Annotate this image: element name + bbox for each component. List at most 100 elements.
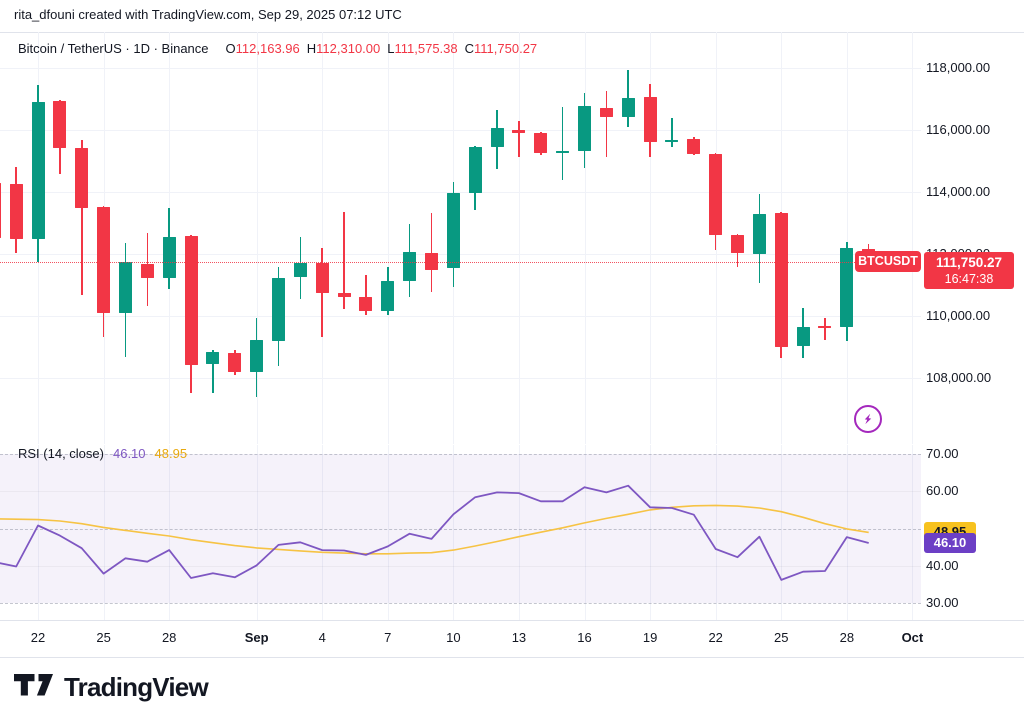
rsi-level-line: [0, 528, 921, 530]
gridline-vertical: [322, 32, 324, 444]
candle-body: [752, 214, 766, 255]
attribution-text: rita_dfouni created with TradingView.com…: [14, 7, 402, 22]
gridline-vertical: [584, 32, 586, 444]
candle-body: [621, 98, 635, 117]
time-scale[interactable]: 22 25 28 Sep 4 7 10 13 16 19 22 25 28 Oct: [0, 620, 1024, 657]
gridline-vertical: [650, 32, 652, 444]
bar-close-countdown: 16:47:38: [944, 272, 994, 286]
candle-body: [162, 236, 176, 278]
gridline-vertical: [453, 445, 455, 620]
candle-wick: [365, 275, 367, 316]
gridline-vertical: [256, 32, 258, 444]
tradingview-logo[interactable]: TradingView: [14, 667, 209, 707]
symbol-tag-text: BTCUSDT: [858, 254, 918, 268]
candle-body: [228, 352, 242, 372]
candle-wick: [561, 107, 564, 180]
candle-body: [578, 106, 592, 152]
candle-wick: [518, 121, 520, 157]
candle-body: [206, 351, 220, 365]
candle-wick: [605, 90, 608, 157]
candle-body: [534, 133, 548, 153]
low-value: 111,575.38: [394, 41, 458, 56]
candle-body: [446, 192, 460, 269]
candle-body: [293, 263, 307, 277]
symbol-legend[interactable]: Bitcoin / TetherUS · 1D · Binance O112,16…: [18, 41, 537, 56]
candle-body: [140, 263, 154, 278]
symbol-title[interactable]: Bitcoin / TetherUS · 1D · Binance: [18, 41, 209, 56]
time-axis-label: 16: [577, 630, 592, 645]
candle-body: [403, 251, 417, 281]
candle-body: [53, 101, 67, 148]
rsi-plot: [0, 484, 869, 581]
boost-button[interactable]: [854, 405, 882, 433]
open-value: 112,163.96: [235, 41, 300, 56]
candle-body: [599, 107, 613, 117]
candle-body: [359, 296, 373, 311]
gridline-horizontal: [0, 565, 921, 567]
gridline-vertical: [846, 445, 848, 620]
rsi-axis-label: 70.00: [926, 446, 959, 461]
rsi-level-line: [0, 603, 921, 604]
low-label: L: [387, 41, 395, 56]
candle-body: [774, 213, 788, 348]
candle-body: [31, 102, 45, 240]
rsi-axis-label: 60.00: [926, 483, 959, 499]
lightning-icon: [860, 411, 876, 427]
gridline-horizontal: [0, 192, 921, 193]
gridline-vertical: [38, 445, 40, 620]
candle-body: [665, 139, 679, 143]
time-axis-label: Oct: [901, 630, 924, 645]
time-axis-label: 28: [839, 630, 855, 645]
candle-body: [425, 252, 438, 271]
time-axis-label: 19: [642, 630, 658, 645]
candle-body: [818, 325, 832, 328]
time-axis-label: 22: [708, 630, 723, 645]
time-axis-label: 28: [161, 630, 177, 645]
candle-body: [381, 280, 395, 312]
rsi-value: 46.10: [112, 446, 146, 461]
rsi-indicator-pane[interactable]: [0, 445, 921, 620]
current-price-symbol-tag: BTCUSDT: [855, 251, 921, 272]
rsi-title[interactable]: RSI (14, close): [18, 446, 104, 461]
candle-body: [337, 293, 351, 297]
gridline-vertical: [650, 445, 652, 620]
price-axis-label: 114,000.00: [926, 184, 991, 199]
time-axis-label: 25: [96, 630, 111, 645]
candle-wick: [343, 211, 345, 310]
time-axis-label: 4: [318, 630, 326, 645]
gridline-vertical: [387, 32, 389, 444]
gridline-vertical: [518, 445, 520, 620]
gridline-horizontal: [0, 316, 921, 317]
current-price-label: 111,750.27 16:47:38: [924, 252, 1014, 289]
close-value: 111,750.27: [474, 41, 538, 56]
rsi-axis-label: 40.00: [926, 557, 959, 573]
price-axis-label: 108,000.00: [926, 370, 992, 385]
time-axis-label: 13: [511, 630, 527, 645]
rsi-legend[interactable]: RSI (14, close) 46.10 48.95: [18, 446, 187, 461]
gridline-horizontal: [0, 254, 921, 255]
candle-body: [643, 97, 657, 143]
candle-body: [315, 262, 329, 294]
tradingview-logo-text: TradingView: [64, 671, 209, 702]
price-chart-pane[interactable]: [0, 32, 921, 444]
time-axis-label: Sep: [244, 630, 269, 645]
time-axis-label: 22: [30, 630, 46, 645]
gridline-vertical: [912, 445, 914, 620]
close-label: C: [464, 41, 475, 56]
open-label: O: [225, 41, 236, 56]
chart-frame: [0, 32, 1024, 658]
gridline-vertical: [387, 445, 389, 620]
gridline-vertical: [715, 445, 717, 620]
time-axis-label: 10: [446, 630, 461, 645]
price-axis-label: 118,000.00: [926, 60, 991, 75]
gridline-horizontal: [0, 378, 921, 379]
gridline-vertical: [781, 445, 783, 620]
candle-wick: [212, 350, 214, 393]
candle-body: [731, 235, 745, 253]
gridline-horizontal: [0, 130, 921, 131]
gridline-horizontal: [0, 491, 921, 493]
time-axis-label: 25: [774, 630, 789, 645]
rsi-ma-value: 48.95: [154, 446, 188, 461]
rsi-line: [0, 484, 869, 581]
rsi-value-badge: 46.10: [924, 533, 976, 554]
